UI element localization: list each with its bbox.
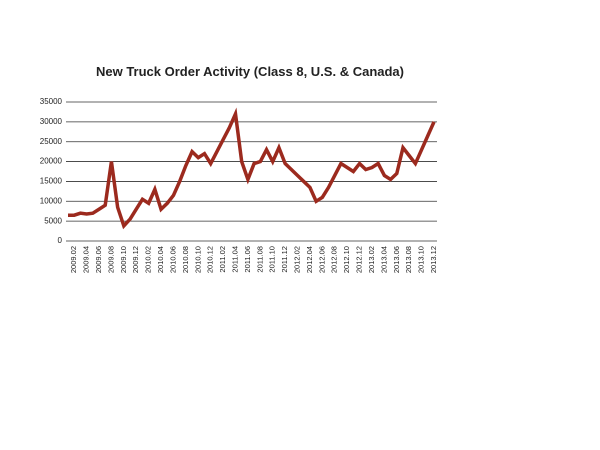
y-tick-label: 15000 bbox=[40, 177, 63, 186]
chart-title: New Truck Order Activity (Class 8, U.S. … bbox=[96, 64, 404, 79]
x-tick-label: 2012.12 bbox=[355, 246, 364, 273]
x-tick-label: 2013.10 bbox=[417, 246, 426, 273]
x-tick-label: 2012.10 bbox=[342, 246, 351, 273]
y-tick-label: 30000 bbox=[40, 117, 63, 126]
x-tick-label: 2010.06 bbox=[168, 246, 177, 273]
x-tick-label: 2009.02 bbox=[69, 246, 78, 273]
x-tick-label: 2011.10 bbox=[268, 246, 277, 273]
y-tick-label: 35000 bbox=[40, 97, 63, 106]
y-tick-label: 25000 bbox=[40, 137, 63, 146]
y-tick-label: 0 bbox=[58, 236, 63, 245]
x-tick-label: 2010.08 bbox=[181, 246, 190, 273]
x-tick-label: 2009.10 bbox=[119, 246, 128, 273]
data-line bbox=[68, 107, 436, 230]
x-tick-label: 2009.08 bbox=[106, 246, 115, 273]
x-tick-label: 2009.06 bbox=[94, 246, 103, 273]
x-tick-label: 2013.12 bbox=[429, 246, 438, 273]
x-tick-label: 2013.04 bbox=[379, 246, 388, 273]
x-tick-label: 2012.06 bbox=[317, 246, 326, 273]
x-tick-label: 2011.12 bbox=[280, 246, 289, 273]
x-tick-label: 2010.02 bbox=[144, 246, 153, 273]
x-tick-label: 2011.02 bbox=[218, 246, 227, 273]
x-tick-label: 2012.04 bbox=[305, 246, 314, 273]
x-tick-label: 2013.06 bbox=[392, 246, 401, 273]
x-tick-label: 2011.04 bbox=[230, 246, 239, 273]
x-tick-label: 2009.04 bbox=[82, 246, 91, 273]
x-tick-label: 2010.04 bbox=[156, 246, 165, 273]
x-tick-label: 2013.08 bbox=[404, 246, 413, 273]
x-tick-label: 2013.02 bbox=[367, 246, 376, 273]
x-tick-label: 2011.06 bbox=[243, 246, 252, 273]
y-tick-label: 10000 bbox=[40, 196, 63, 205]
x-tick-label: 2010.12 bbox=[206, 246, 215, 273]
x-tick-label: 2012.02 bbox=[293, 246, 302, 273]
x-tick-label: 2011.08 bbox=[255, 246, 264, 273]
x-tick-label: 2009.12 bbox=[131, 246, 140, 273]
x-tick-label: 2010.10 bbox=[193, 246, 202, 273]
y-tick-label: 5000 bbox=[44, 216, 62, 225]
x-tick-label: 2012.08 bbox=[330, 246, 339, 273]
y-tick-label: 20000 bbox=[40, 157, 63, 166]
